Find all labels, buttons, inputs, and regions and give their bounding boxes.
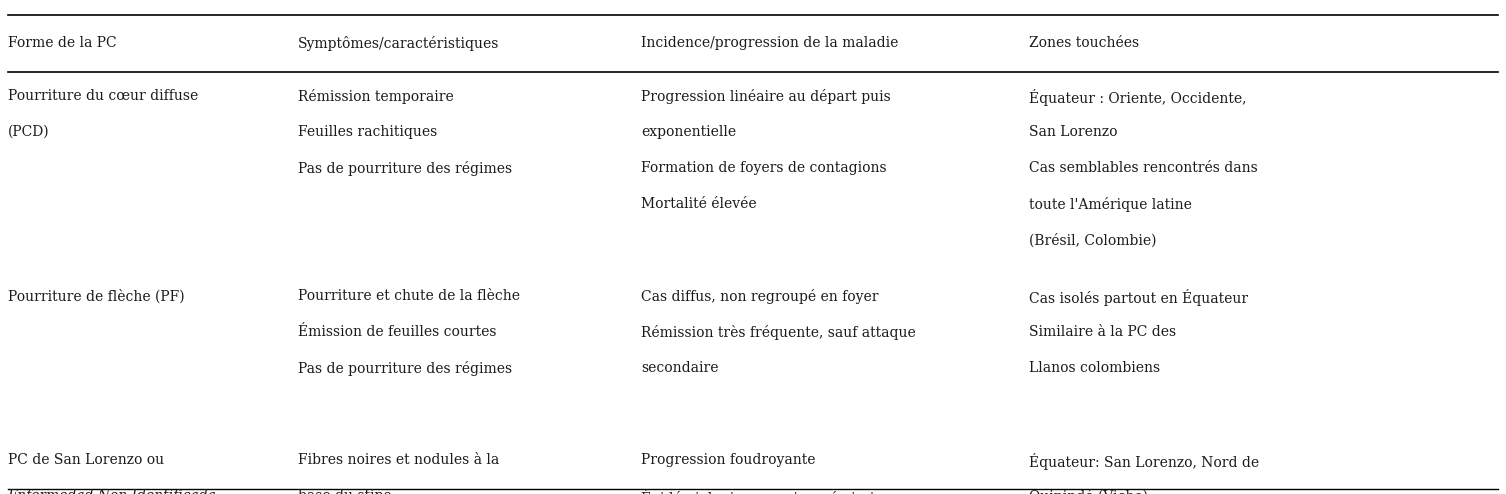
Text: Enfermedad Non Identificada: Enfermedad Non Identificada [8,489,217,494]
Text: toute l'Amérique latine: toute l'Amérique latine [1029,197,1191,212]
Text: Pas de pourriture des régimes: Pas de pourriture des régimes [298,161,512,176]
Text: Zones touchées: Zones touchées [1029,36,1139,50]
Text: Pourriture et chute de la flèche: Pourriture et chute de la flèche [298,289,520,303]
Text: Rémission très fréquente, sauf attaque: Rémission très fréquente, sauf attaque [642,325,916,340]
Text: Cas semblables rencontrés dans: Cas semblables rencontrés dans [1029,161,1258,175]
Text: Équateur : Oriente, Occidente,: Équateur : Oriente, Occidente, [1029,89,1247,106]
Text: Forme de la PC: Forme de la PC [8,36,116,50]
Text: secondaire: secondaire [642,361,718,375]
Text: Quinindé (Viche): Quinindé (Viche) [1029,489,1148,494]
Text: Rémission temporaire: Rémission temporaire [298,89,453,104]
Text: Pas de pourriture des régimes: Pas de pourriture des régimes [298,361,512,376]
Text: Émission de feuilles courtes: Émission de feuilles courtes [298,325,497,339]
Text: Llanos colombiens: Llanos colombiens [1029,361,1160,375]
Text: Pourriture du cœur diffuse: Pourriture du cœur diffuse [8,89,197,103]
Text: Progression foudroyante: Progression foudroyante [642,453,816,467]
Text: Fibres noires et nodules à la: Fibres noires et nodules à la [298,453,500,467]
Text: Feuilles rachitiques: Feuilles rachitiques [298,125,438,139]
Text: Mortalité élevée: Mortalité élevée [642,197,758,211]
Text: San Lorenzo: San Lorenzo [1029,125,1117,139]
Text: exponentielle: exponentielle [642,125,736,139]
Text: Formation de foyers de contagions: Formation de foyers de contagions [642,161,887,175]
Text: base du stipe: base du stipe [298,489,392,494]
Text: Cas isolés partout en Équateur: Cas isolés partout en Équateur [1029,289,1248,306]
Text: Cas diffus, non regroupé en foyer: Cas diffus, non regroupé en foyer [642,289,878,304]
Text: Équateur: San Lorenzo, Nord de: Équateur: San Lorenzo, Nord de [1029,453,1259,470]
Text: Symptômes/caractéristiques: Symptômes/caractéristiques [298,36,500,51]
Text: (Brésil, Colombie): (Brésil, Colombie) [1029,233,1157,247]
Text: Épidémiologie agressive, rémission rare: Épidémiologie agressive, rémission rare [642,489,926,494]
Text: (PCD): (PCD) [8,125,50,139]
Text: Incidence/progression de la maladie: Incidence/progression de la maladie [642,36,899,50]
Text: Progression linéaire au départ puis: Progression linéaire au départ puis [642,89,892,104]
Text: PC de San Lorenzo ou: PC de San Lorenzo ou [8,453,164,467]
Text: Similaire à la PC des: Similaire à la PC des [1029,325,1176,339]
Text: Pourriture de flèche (PF): Pourriture de flèche (PF) [8,289,184,303]
